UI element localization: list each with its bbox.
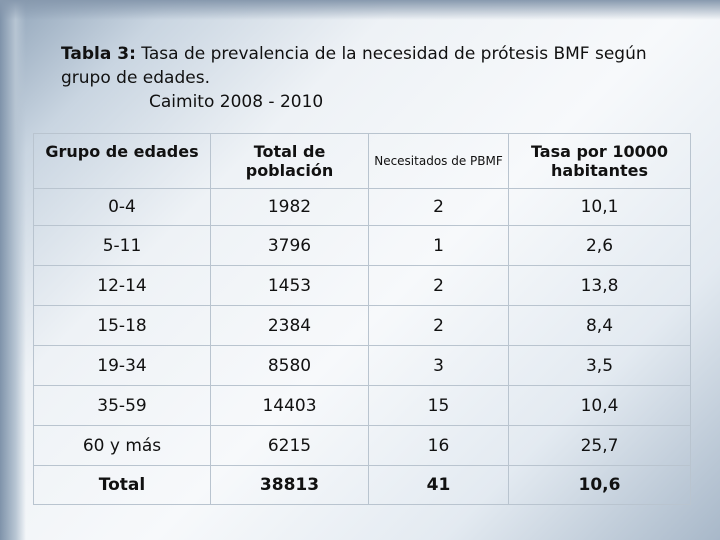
title-subtitle: Caimito 2008 - 2010 — [149, 92, 324, 112]
cell-rate: 10,1 — [508, 188, 691, 226]
cell-age-group: 35-59 — [33, 385, 211, 426]
cell-age-group: 15-18 — [33, 305, 211, 346]
header-rate: Tasa por 10000 habitantes — [508, 133, 691, 189]
cell-age-group: 5-11 — [33, 225, 211, 266]
cell-needed: 1 — [368, 225, 509, 266]
cell-needed: 2 — [368, 305, 509, 346]
cell-population: 2384 — [210, 305, 369, 346]
cell-population: 1453 — [210, 265, 369, 306]
cell-rate: 10,4 — [508, 385, 691, 426]
cell-population: 14403 — [210, 385, 369, 426]
total-rate: 10,6 — [508, 465, 691, 505]
header-needed-pbmf: Necesitados de PBMF — [368, 133, 509, 189]
table-row: 12-14 1453 2 13,8 — [33, 265, 691, 306]
cell-population: 1982 — [210, 188, 369, 226]
cell-age-group: 60 y más — [33, 425, 211, 466]
table-row: 15-18 2384 2 8,4 — [33, 305, 691, 346]
title-text: Tasa de prevalencia de la necesidad de p… — [61, 44, 647, 88]
cell-needed: 15 — [368, 385, 509, 426]
table-row: 60 y más 6215 16 25,7 — [33, 425, 691, 466]
background-edge-left — [0, 0, 26, 540]
cell-needed: 2 — [368, 265, 509, 306]
header-total-population: Total de población — [210, 133, 369, 189]
cell-population: 6215 — [210, 425, 369, 466]
cell-rate: 13,8 — [508, 265, 691, 306]
cell-needed: 16 — [368, 425, 509, 466]
cell-age-group: 19-34 — [33, 345, 211, 386]
table-header-row: Grupo de edades Total de población Neces… — [33, 133, 691, 189]
cell-age-group: 12-14 — [33, 265, 211, 306]
cell-needed: 2 — [368, 188, 509, 226]
cell-age-group: 0-4 — [33, 188, 211, 226]
total-population: 38813 — [210, 465, 369, 505]
cell-population: 8580 — [210, 345, 369, 386]
slide-title: Tabla 3: Tasa de prevalencia de la neces… — [61, 42, 681, 114]
total-needed: 41 — [368, 465, 509, 505]
table-row: 5-11 3796 1 2,6 — [33, 225, 691, 266]
cell-rate: 8,4 — [508, 305, 691, 346]
cell-needed: 3 — [368, 345, 509, 386]
cell-rate: 25,7 — [508, 425, 691, 466]
cell-rate: 2,6 — [508, 225, 691, 266]
background-edge-top — [0, 0, 720, 20]
table-row: 35-59 14403 15 10,4 — [33, 385, 691, 426]
table-row: 0-4 1982 2 10,1 — [33, 188, 691, 226]
cell-population: 3796 — [210, 225, 369, 266]
header-age-group: Grupo de edades — [33, 133, 211, 189]
table-row: 19-34 8580 3 3,5 — [33, 345, 691, 386]
table-label: Tabla 3: — [61, 44, 136, 64]
prevalence-table: Grupo de edades Total de población Neces… — [33, 133, 691, 505]
total-label: Total — [33, 465, 211, 505]
cell-rate: 3,5 — [508, 345, 691, 386]
table-total-row: Total 38813 41 10,6 — [33, 465, 691, 505]
